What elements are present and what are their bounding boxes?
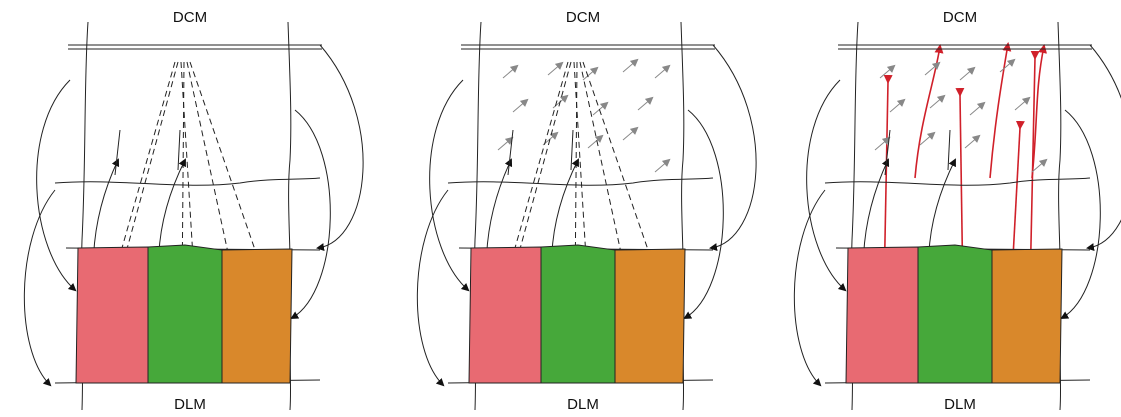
region xyxy=(541,245,615,383)
top-label: DCM xyxy=(943,9,977,26)
outline xyxy=(178,130,180,170)
flow-arrow xyxy=(1015,98,1029,110)
flow-arrow xyxy=(503,66,517,78)
region xyxy=(222,249,292,383)
flow-arrow xyxy=(925,63,939,75)
flow-arrow xyxy=(498,138,512,150)
flow-arrow xyxy=(548,63,562,75)
connector-arrow xyxy=(24,190,55,385)
region xyxy=(76,247,148,383)
flow-arrow xyxy=(623,128,637,140)
outline xyxy=(571,130,573,170)
dashed-arrow xyxy=(190,62,262,270)
region xyxy=(615,249,685,383)
region xyxy=(992,249,1062,383)
dashed-arrow xyxy=(583,62,655,270)
flow-arrow xyxy=(623,60,637,72)
connector-arrow xyxy=(430,80,468,290)
connector-arrow xyxy=(685,110,723,318)
connector-arrow xyxy=(292,110,330,318)
outline xyxy=(115,130,120,175)
flow-arrow xyxy=(880,66,894,78)
connector-arrow xyxy=(807,80,845,290)
connector-arrow xyxy=(37,80,75,290)
figure: DCM DLM DCM DLM DCM DLM xyxy=(0,0,1121,417)
flow-arrow xyxy=(920,133,934,145)
region xyxy=(846,247,918,383)
panel: DCM DLM xyxy=(417,9,756,413)
flow-arrow xyxy=(1000,60,1014,72)
outline xyxy=(55,178,320,185)
connector-arrow xyxy=(1088,45,1121,248)
top-label: DCM xyxy=(566,9,600,26)
outline xyxy=(948,130,950,170)
connector-arrow xyxy=(1062,110,1100,318)
top-label: DCM xyxy=(173,9,207,26)
flow-arrow xyxy=(513,100,527,112)
flow-arrow xyxy=(655,160,669,172)
bottom-label: DLM xyxy=(174,396,206,413)
bottom-label: DLM xyxy=(944,396,976,413)
outline xyxy=(825,178,1090,185)
panel: DCM DLM xyxy=(794,9,1121,413)
flow-arrow xyxy=(890,100,904,112)
flow-arrow xyxy=(655,66,669,78)
bottom-label: DLM xyxy=(567,396,599,413)
flow-arrow xyxy=(588,136,602,148)
red-arrow xyxy=(990,44,1008,178)
flow-arrow xyxy=(583,68,597,80)
connector-arrow xyxy=(711,45,756,248)
flow-arrow xyxy=(593,103,607,115)
page: DCM DLM DCM DLM DCM DLM (() => { const d… xyxy=(0,0,1121,417)
flow-arrow xyxy=(930,96,944,108)
flow-arrow xyxy=(965,136,979,148)
connector-arrow xyxy=(417,190,448,385)
connector-arrow xyxy=(794,190,825,385)
panel: DCM DLM xyxy=(24,9,363,413)
region xyxy=(469,247,541,383)
region xyxy=(918,245,992,383)
connector-arrow xyxy=(318,45,363,248)
outline xyxy=(448,178,713,185)
flow-arrow xyxy=(638,98,652,110)
flow-arrow xyxy=(960,68,974,80)
region xyxy=(148,245,222,383)
outline xyxy=(508,130,513,175)
flow-arrow xyxy=(970,103,984,115)
